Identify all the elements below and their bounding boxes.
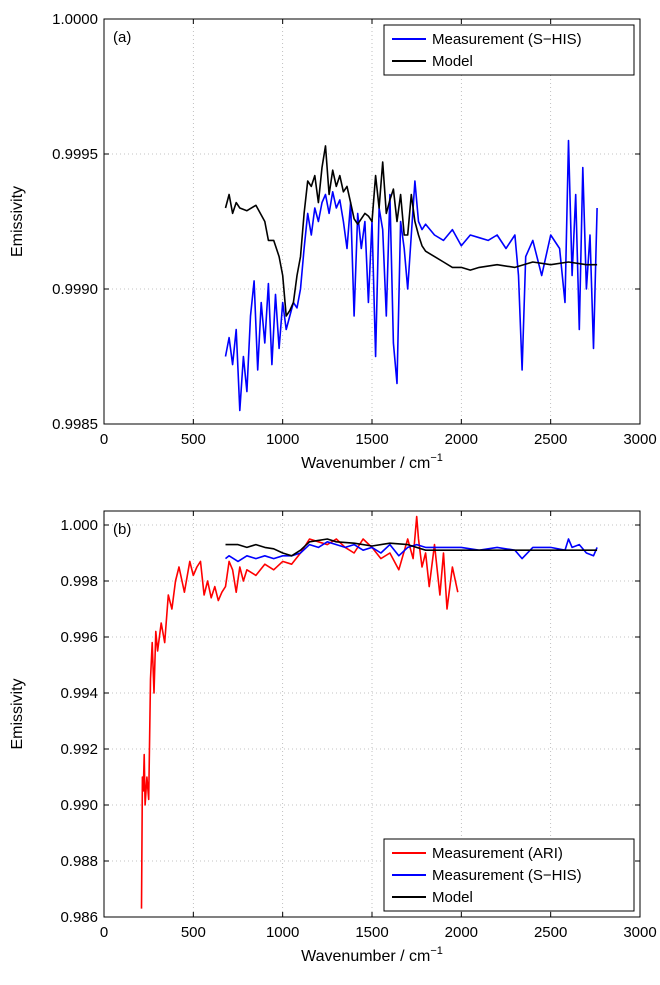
y-tick-label: 0.9995 xyxy=(52,146,98,163)
y-tick-label: 0.990 xyxy=(60,797,98,814)
panel-label: (b) xyxy=(113,521,131,538)
y-tick-label: 0.9990 xyxy=(52,281,98,298)
x-tick-label: 0 xyxy=(100,431,108,448)
series-group xyxy=(224,139,598,412)
x-tick-label: 2000 xyxy=(445,431,478,448)
series-line-1 xyxy=(225,538,598,563)
y-tick-label: 1.000 xyxy=(60,517,98,534)
series-group xyxy=(140,515,598,909)
series-line-0 xyxy=(140,515,459,909)
legend: Measurement (S−HIS) Model xyxy=(383,24,635,76)
x-axis-label-text: Wavenumber / cm xyxy=(301,948,430,965)
x-axis-label-text: Wavenumber / cm xyxy=(301,455,430,472)
panel-label: (a) xyxy=(113,29,131,46)
legend-label-0: Measurement (S−HIS) xyxy=(432,31,582,48)
y-tick-label: 0.9985 xyxy=(52,416,98,433)
y-axis-label: Emissivity xyxy=(9,678,26,749)
x-tick-label: 2000 xyxy=(445,924,478,941)
legend: Measurement (ARI) Measurement (S−HIS) Mode… xyxy=(383,838,635,912)
y-tick-label: 0.992 xyxy=(60,741,98,758)
legend-label-2: Model xyxy=(432,889,473,906)
legend-label-1: Measurement (S−HIS) xyxy=(432,867,582,884)
x-tick-label: 0 xyxy=(100,924,108,941)
chart-panel-0: 0 500 1000 1500 2000 2500 3000 0.9985 0.9990 0.99… xyxy=(9,11,657,472)
x-tick-label: 1500 xyxy=(355,924,388,941)
x-axis-label: Wavenumber / cm−1 xyxy=(301,452,443,472)
legend-label-1: Model xyxy=(432,53,473,70)
y-axis-label: Emissivity xyxy=(9,186,26,257)
x-tick-label: 3000 xyxy=(623,924,656,941)
series-line-0 xyxy=(224,139,598,412)
y-tick-label: 0.988 xyxy=(60,853,98,870)
chart-panel-1: 0 500 1000 1500 2000 2500 3000 0.986 0.988 0.990 0… xyxy=(9,510,657,965)
legend-box xyxy=(383,24,635,76)
y-tick-label: 0.994 xyxy=(60,685,98,702)
x-tick-label: 500 xyxy=(181,924,206,941)
axes-box xyxy=(103,18,641,425)
y-tick-label: 0.996 xyxy=(60,629,98,646)
series-line-2 xyxy=(225,538,598,557)
x-tick-label: 1000 xyxy=(266,924,299,941)
x-tick-label: 1500 xyxy=(355,431,388,448)
x-tick-label: 2500 xyxy=(534,924,567,941)
series-line-1 xyxy=(224,145,598,317)
x-tick-label: 500 xyxy=(181,431,206,448)
y-tick-label: 1.0000 xyxy=(52,11,98,28)
y-tick-label: 0.998 xyxy=(60,573,98,590)
x-tick-label: 2500 xyxy=(534,431,567,448)
legend-label-0: Measurement (ARI) xyxy=(432,845,563,862)
x-tick-label: 1000 xyxy=(266,431,299,448)
x-tick-label: 3000 xyxy=(623,431,656,448)
x-axis-label-superscript: −1 xyxy=(430,945,443,957)
axes-box xyxy=(103,510,641,918)
x-axis-label-superscript: −1 xyxy=(430,452,443,464)
x-axis-label: Wavenumber / cm−1 xyxy=(301,945,443,965)
y-tick-label: 0.986 xyxy=(60,909,98,926)
